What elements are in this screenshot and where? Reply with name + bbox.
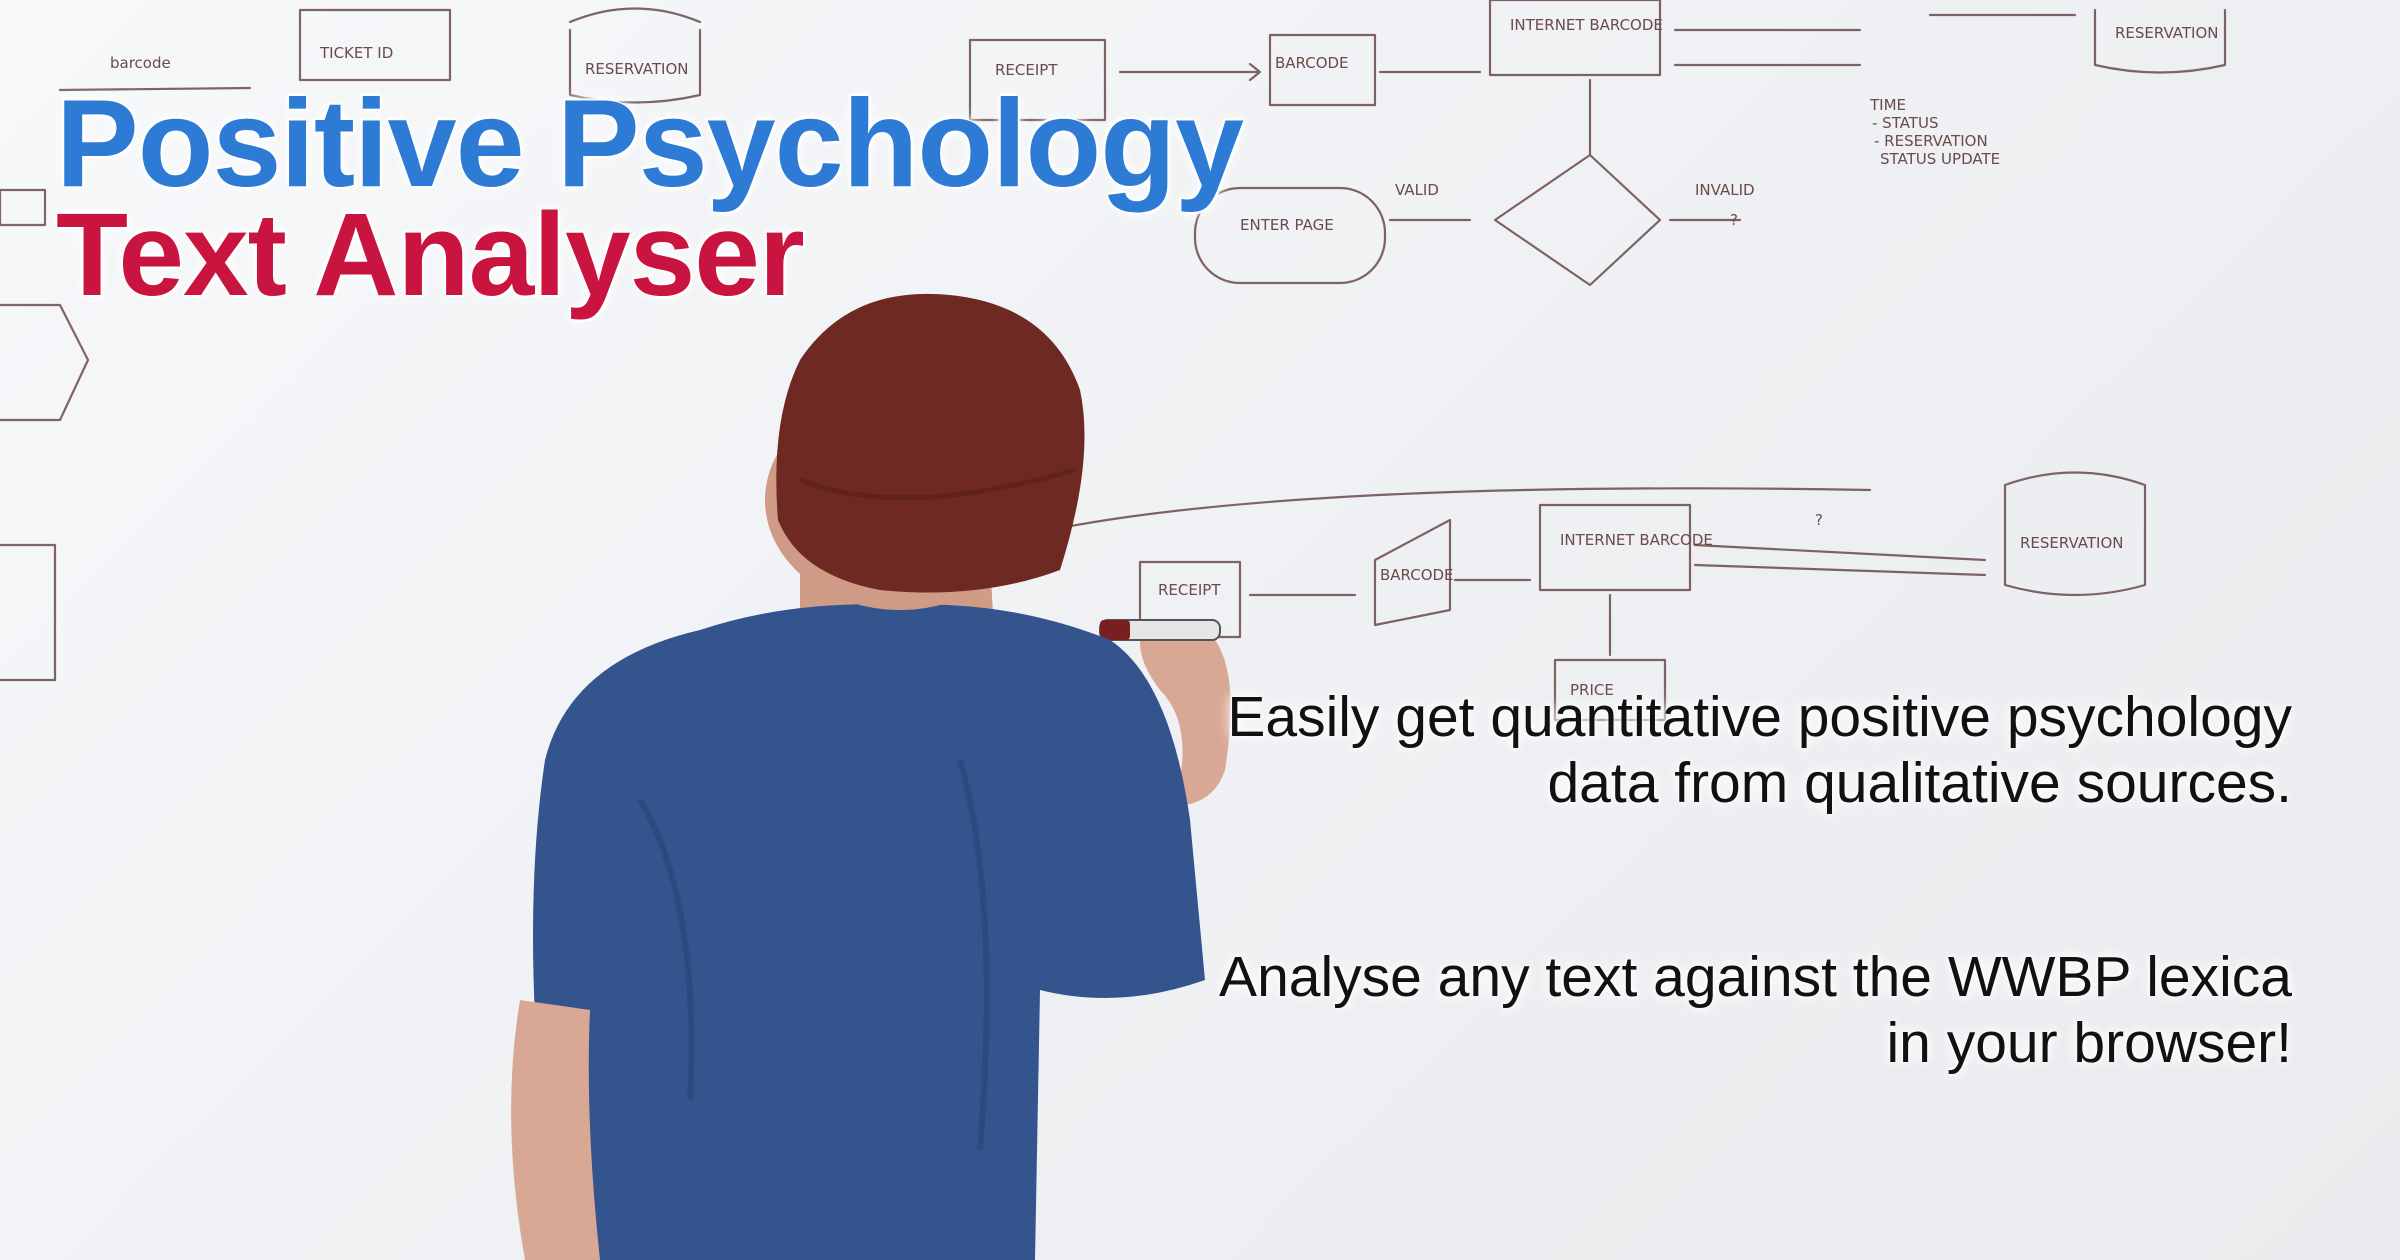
whiteboard-label: - STATUS xyxy=(1872,114,1938,132)
whiteboard-label: PRICE xyxy=(1570,681,1614,699)
whiteboard-label: - RESERVATION xyxy=(1874,132,1988,150)
whiteboard-label: ? xyxy=(1815,511,1823,529)
whiteboard-labels: barcode TICKET ID RESERVATION RECEIPT BARCOD… xyxy=(110,16,2219,699)
whiteboard-label: barcode xyxy=(110,54,171,72)
whiteboard-label: TIME xyxy=(1869,96,1906,114)
t-shirt xyxy=(533,604,1205,1260)
person-figure xyxy=(511,293,1231,1260)
title-line-1: Positive Psychology xyxy=(56,75,1244,213)
tagline-paragraph-1: Easily get quantitative positive psychol… xyxy=(1227,685,2292,815)
whiteboard-label: RESERVATION xyxy=(2115,24,2219,42)
whiteboard-label: BARCODE xyxy=(1380,566,1454,584)
whiteboard-label: ? xyxy=(1730,211,1738,229)
beanie-hat xyxy=(776,293,1085,593)
whiteboard-label: RESERVATION xyxy=(2020,534,2124,552)
raised-arm xyxy=(1140,620,1231,805)
whiteboard-label: ENTER PAGE xyxy=(1240,216,1334,234)
whiteboard-label: RESERVATION xyxy=(585,60,689,78)
whiteboard-label: TICKET ID xyxy=(319,44,393,62)
whiteboard-flowchart xyxy=(0,0,2227,722)
whiteboard-label: BARCODE xyxy=(1275,54,1349,72)
whiteboard-label: RECEIPT xyxy=(1158,581,1221,599)
tagline-paragraph-2: Analyse any text against the WWBP lexica… xyxy=(1219,945,2292,1075)
whiteboard-label: VALID xyxy=(1395,181,1439,199)
title-line-2: Text Analyser xyxy=(56,189,805,321)
whiteboard-label: RECEIPT xyxy=(995,61,1058,79)
whiteboard-label: INTERNET BARCODE xyxy=(1560,531,1713,549)
whiteboard-label: STATUS UPDATE xyxy=(1880,150,2000,168)
whiteboard-label: INVALID xyxy=(1695,181,1755,199)
whiteboard-label: INTERNET BARCODE xyxy=(1510,16,1663,34)
left-arm xyxy=(511,1000,600,1260)
